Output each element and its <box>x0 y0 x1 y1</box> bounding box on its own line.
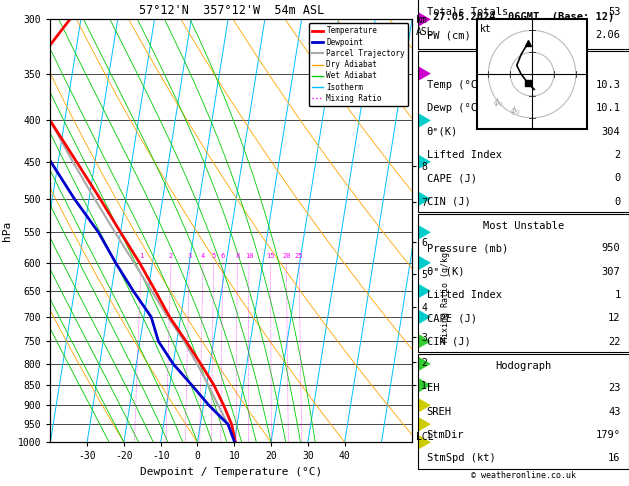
Bar <box>418 354 629 469</box>
Text: Pressure (mb): Pressure (mb) <box>426 243 508 253</box>
Text: 12: 12 <box>608 313 621 323</box>
Text: 15: 15 <box>267 253 275 259</box>
Text: 307: 307 <box>602 267 621 277</box>
Text: 53: 53 <box>608 7 621 17</box>
Polygon shape <box>418 225 431 240</box>
Text: SREH: SREH <box>426 407 452 417</box>
Text: EH: EH <box>426 383 439 393</box>
Text: 27.05.2024  06GMT  (Base: 12): 27.05.2024 06GMT (Base: 12) <box>433 12 615 22</box>
Text: 10.3: 10.3 <box>596 80 621 90</box>
Text: 25: 25 <box>295 253 303 259</box>
Text: 10.1: 10.1 <box>596 104 621 113</box>
Text: CIN (J): CIN (J) <box>426 337 470 347</box>
Polygon shape <box>418 334 431 348</box>
Polygon shape <box>418 378 431 393</box>
Text: 0: 0 <box>615 197 621 207</box>
Text: θᵉ (K): θᵉ (K) <box>426 267 464 277</box>
Polygon shape <box>418 256 431 270</box>
Text: 10: 10 <box>245 253 253 259</box>
Text: CIN (J): CIN (J) <box>426 197 470 207</box>
Bar <box>418 214 629 352</box>
Text: 0: 0 <box>615 174 621 183</box>
Polygon shape <box>418 113 431 128</box>
Text: 43: 43 <box>608 407 621 417</box>
Text: 1: 1 <box>615 290 621 300</box>
Text: 950: 950 <box>602 243 621 253</box>
Bar <box>418 0 629 49</box>
Polygon shape <box>418 357 431 371</box>
Text: Lifted Index: Lifted Index <box>426 150 502 160</box>
Text: PW (cm): PW (cm) <box>426 31 470 40</box>
Legend: Temperature, Dewpoint, Parcel Trajectory, Dry Adiabat, Wet Adiabat, Isotherm, Mi: Temperature, Dewpoint, Parcel Trajectory… <box>309 23 408 106</box>
Text: 5: 5 <box>212 253 216 259</box>
Text: 1: 1 <box>139 253 143 259</box>
Text: θᵉ(K): θᵉ(K) <box>426 127 458 137</box>
Text: 20: 20 <box>282 253 291 259</box>
Text: 2: 2 <box>169 253 173 259</box>
Text: Temp (°C): Temp (°C) <box>426 80 483 90</box>
Text: 2: 2 <box>615 150 621 160</box>
Polygon shape <box>418 66 431 81</box>
Text: Totals Totals: Totals Totals <box>426 7 508 17</box>
Polygon shape <box>418 191 431 206</box>
Text: 4: 4 <box>201 253 205 259</box>
Text: 23: 23 <box>608 383 621 393</box>
Y-axis label: hPa: hPa <box>3 221 12 241</box>
Text: Surface: Surface <box>502 58 545 68</box>
Text: 3: 3 <box>187 253 192 259</box>
Text: StmDir: StmDir <box>426 430 464 440</box>
Polygon shape <box>418 155 431 169</box>
Text: Lifted Index: Lifted Index <box>426 290 502 300</box>
Text: 179°: 179° <box>596 430 621 440</box>
Polygon shape <box>418 284 431 298</box>
Polygon shape <box>418 435 431 450</box>
Text: 2.06: 2.06 <box>596 31 621 40</box>
Polygon shape <box>418 12 431 27</box>
Text: LCL: LCL <box>416 432 433 442</box>
Text: © weatheronline.co.uk: © weatheronline.co.uk <box>471 471 576 480</box>
Text: Hodograph: Hodograph <box>496 361 552 371</box>
Text: Dewp (°C): Dewp (°C) <box>426 104 483 113</box>
Text: Mixing Ratio (g/kg): Mixing Ratio (g/kg) <box>441 247 450 342</box>
Title: 57°12'N  357°12'W  54m ASL: 57°12'N 357°12'W 54m ASL <box>138 4 324 17</box>
Polygon shape <box>418 417 431 432</box>
Text: 304: 304 <box>602 127 621 137</box>
Text: CAPE (J): CAPE (J) <box>426 313 477 323</box>
Text: CAPE (J): CAPE (J) <box>426 174 477 183</box>
Text: 16: 16 <box>608 453 621 463</box>
Bar <box>418 51 629 212</box>
Text: 6: 6 <box>221 253 225 259</box>
Text: km
ASL: km ASL <box>416 15 433 37</box>
Polygon shape <box>418 398 431 413</box>
X-axis label: Dewpoint / Temperature (°C): Dewpoint / Temperature (°C) <box>140 467 322 477</box>
Text: StmSpd (kt): StmSpd (kt) <box>426 453 496 463</box>
Text: 8: 8 <box>235 253 240 259</box>
Text: Most Unstable: Most Unstable <box>483 221 564 231</box>
Text: 22: 22 <box>608 337 621 347</box>
Polygon shape <box>418 310 431 324</box>
